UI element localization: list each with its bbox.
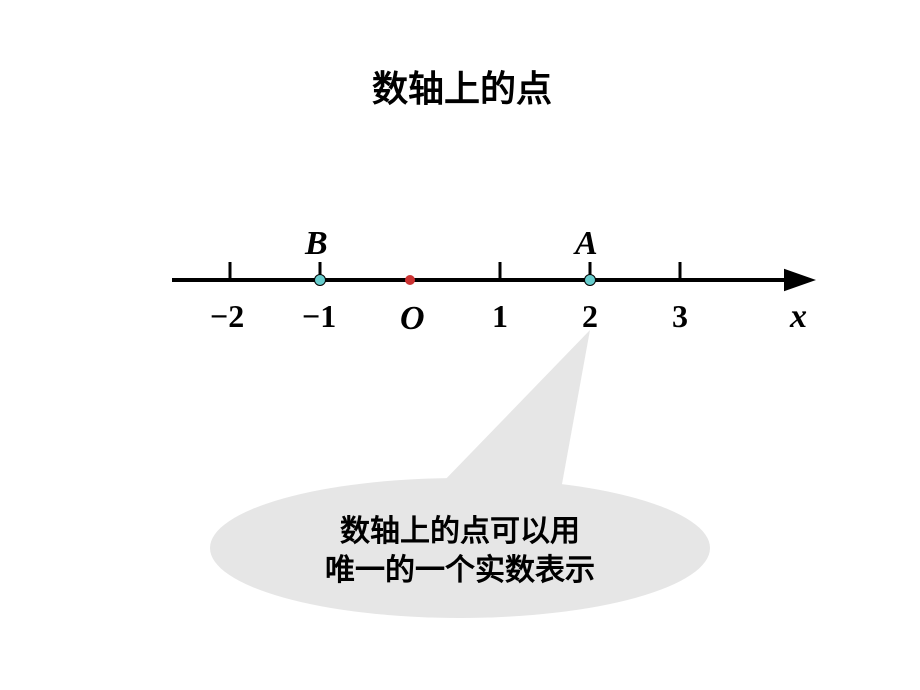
tick-label-1: 1 bbox=[492, 298, 508, 335]
axis-var-label: x bbox=[790, 298, 807, 336]
number-line bbox=[172, 262, 816, 291]
callout-line1: 数轴上的点可以用 bbox=[310, 512, 610, 551]
origin-label: O bbox=[400, 300, 425, 338]
point-label-B: B bbox=[305, 225, 328, 263]
tick-label-2: 2 bbox=[582, 298, 598, 335]
tick-label--1: −1 bbox=[302, 298, 336, 335]
callout-text: 数轴上的点可以用唯一的一个实数表示 bbox=[310, 512, 610, 590]
tick-label-3: 3 bbox=[672, 298, 688, 335]
point-label-A: A bbox=[575, 225, 598, 263]
tick-label--2: −2 bbox=[210, 298, 244, 335]
callout-line2: 唯一的一个实数表示 bbox=[310, 551, 610, 590]
page-title: 数轴上的点 bbox=[372, 60, 552, 112]
